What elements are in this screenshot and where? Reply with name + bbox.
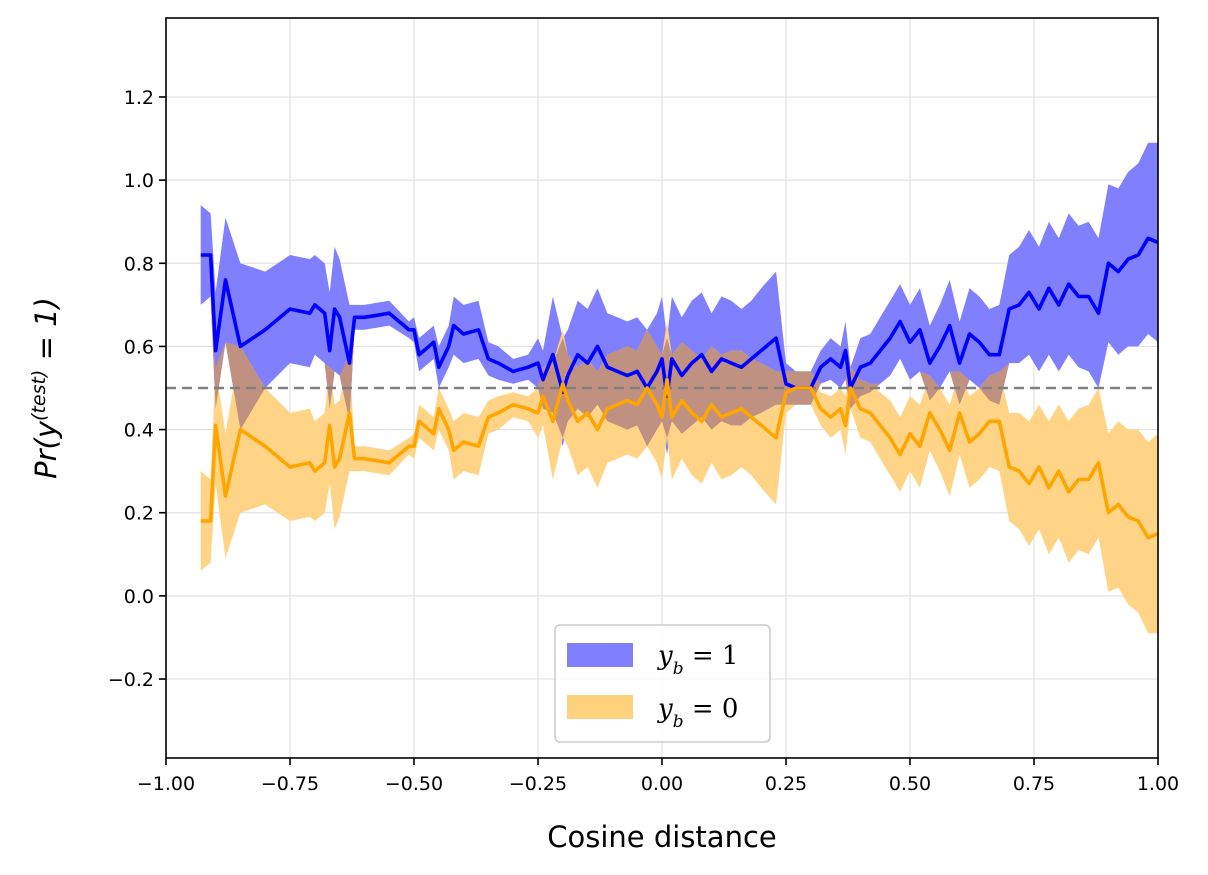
x-tick-label: −0.25 [509,773,567,795]
band-y-b-1 [200,142,1158,455]
y-tick-label: −0.2 [108,669,154,691]
legend-label-y-b-1: yb = 1 [657,641,738,679]
legend-swatch-y-b-1 [567,643,633,667]
line-y-b-1 [200,236,1158,399]
x-tick-label: 0.25 [765,773,807,795]
y-axis-title: Pr(y(test) = 1) [28,297,63,479]
legend-label-y-b-0: yb = 0 [657,694,738,732]
x-tick-label: 0.50 [889,773,931,795]
y-tick-label: 0.0 [124,586,154,608]
y-tick-label: 0.4 [124,420,154,442]
y-tick-label: 0.6 [124,336,154,358]
y-tick-label: 0.2 [124,503,154,525]
x-tick-label: −1.00 [137,773,195,795]
x-axis-title: Cosine distance [547,820,776,854]
band-y-b-0 [200,321,1158,634]
x-tick-label: −0.75 [261,773,319,795]
legend-swatch-y-b-0 [567,695,633,719]
y-tick-label: 1.0 [124,170,154,192]
y-tick-label: 1.2 [124,87,154,109]
line-y-b-0 [200,377,1158,540]
y-axis-ticks: −0.2 0.0 0.2 0.4 0.6 0.8 1.0 1.2 [108,87,166,691]
x-tick-label: 1.00 [1137,773,1179,795]
x-tick-label: 0.75 [1013,773,1055,795]
plot-frame [165,17,1159,759]
x-axis-ticks: −1.00 −0.75 −0.50 −0.25 0.00 0.25 0.50 0.75 1.00 [137,758,1179,795]
x-tick-label: 0.00 [641,773,683,795]
y-tick-label: 0.8 [124,253,154,275]
x-tick-label: −0.50 [385,773,443,795]
legend: yb = 1 yb = 0 [554,624,771,743]
